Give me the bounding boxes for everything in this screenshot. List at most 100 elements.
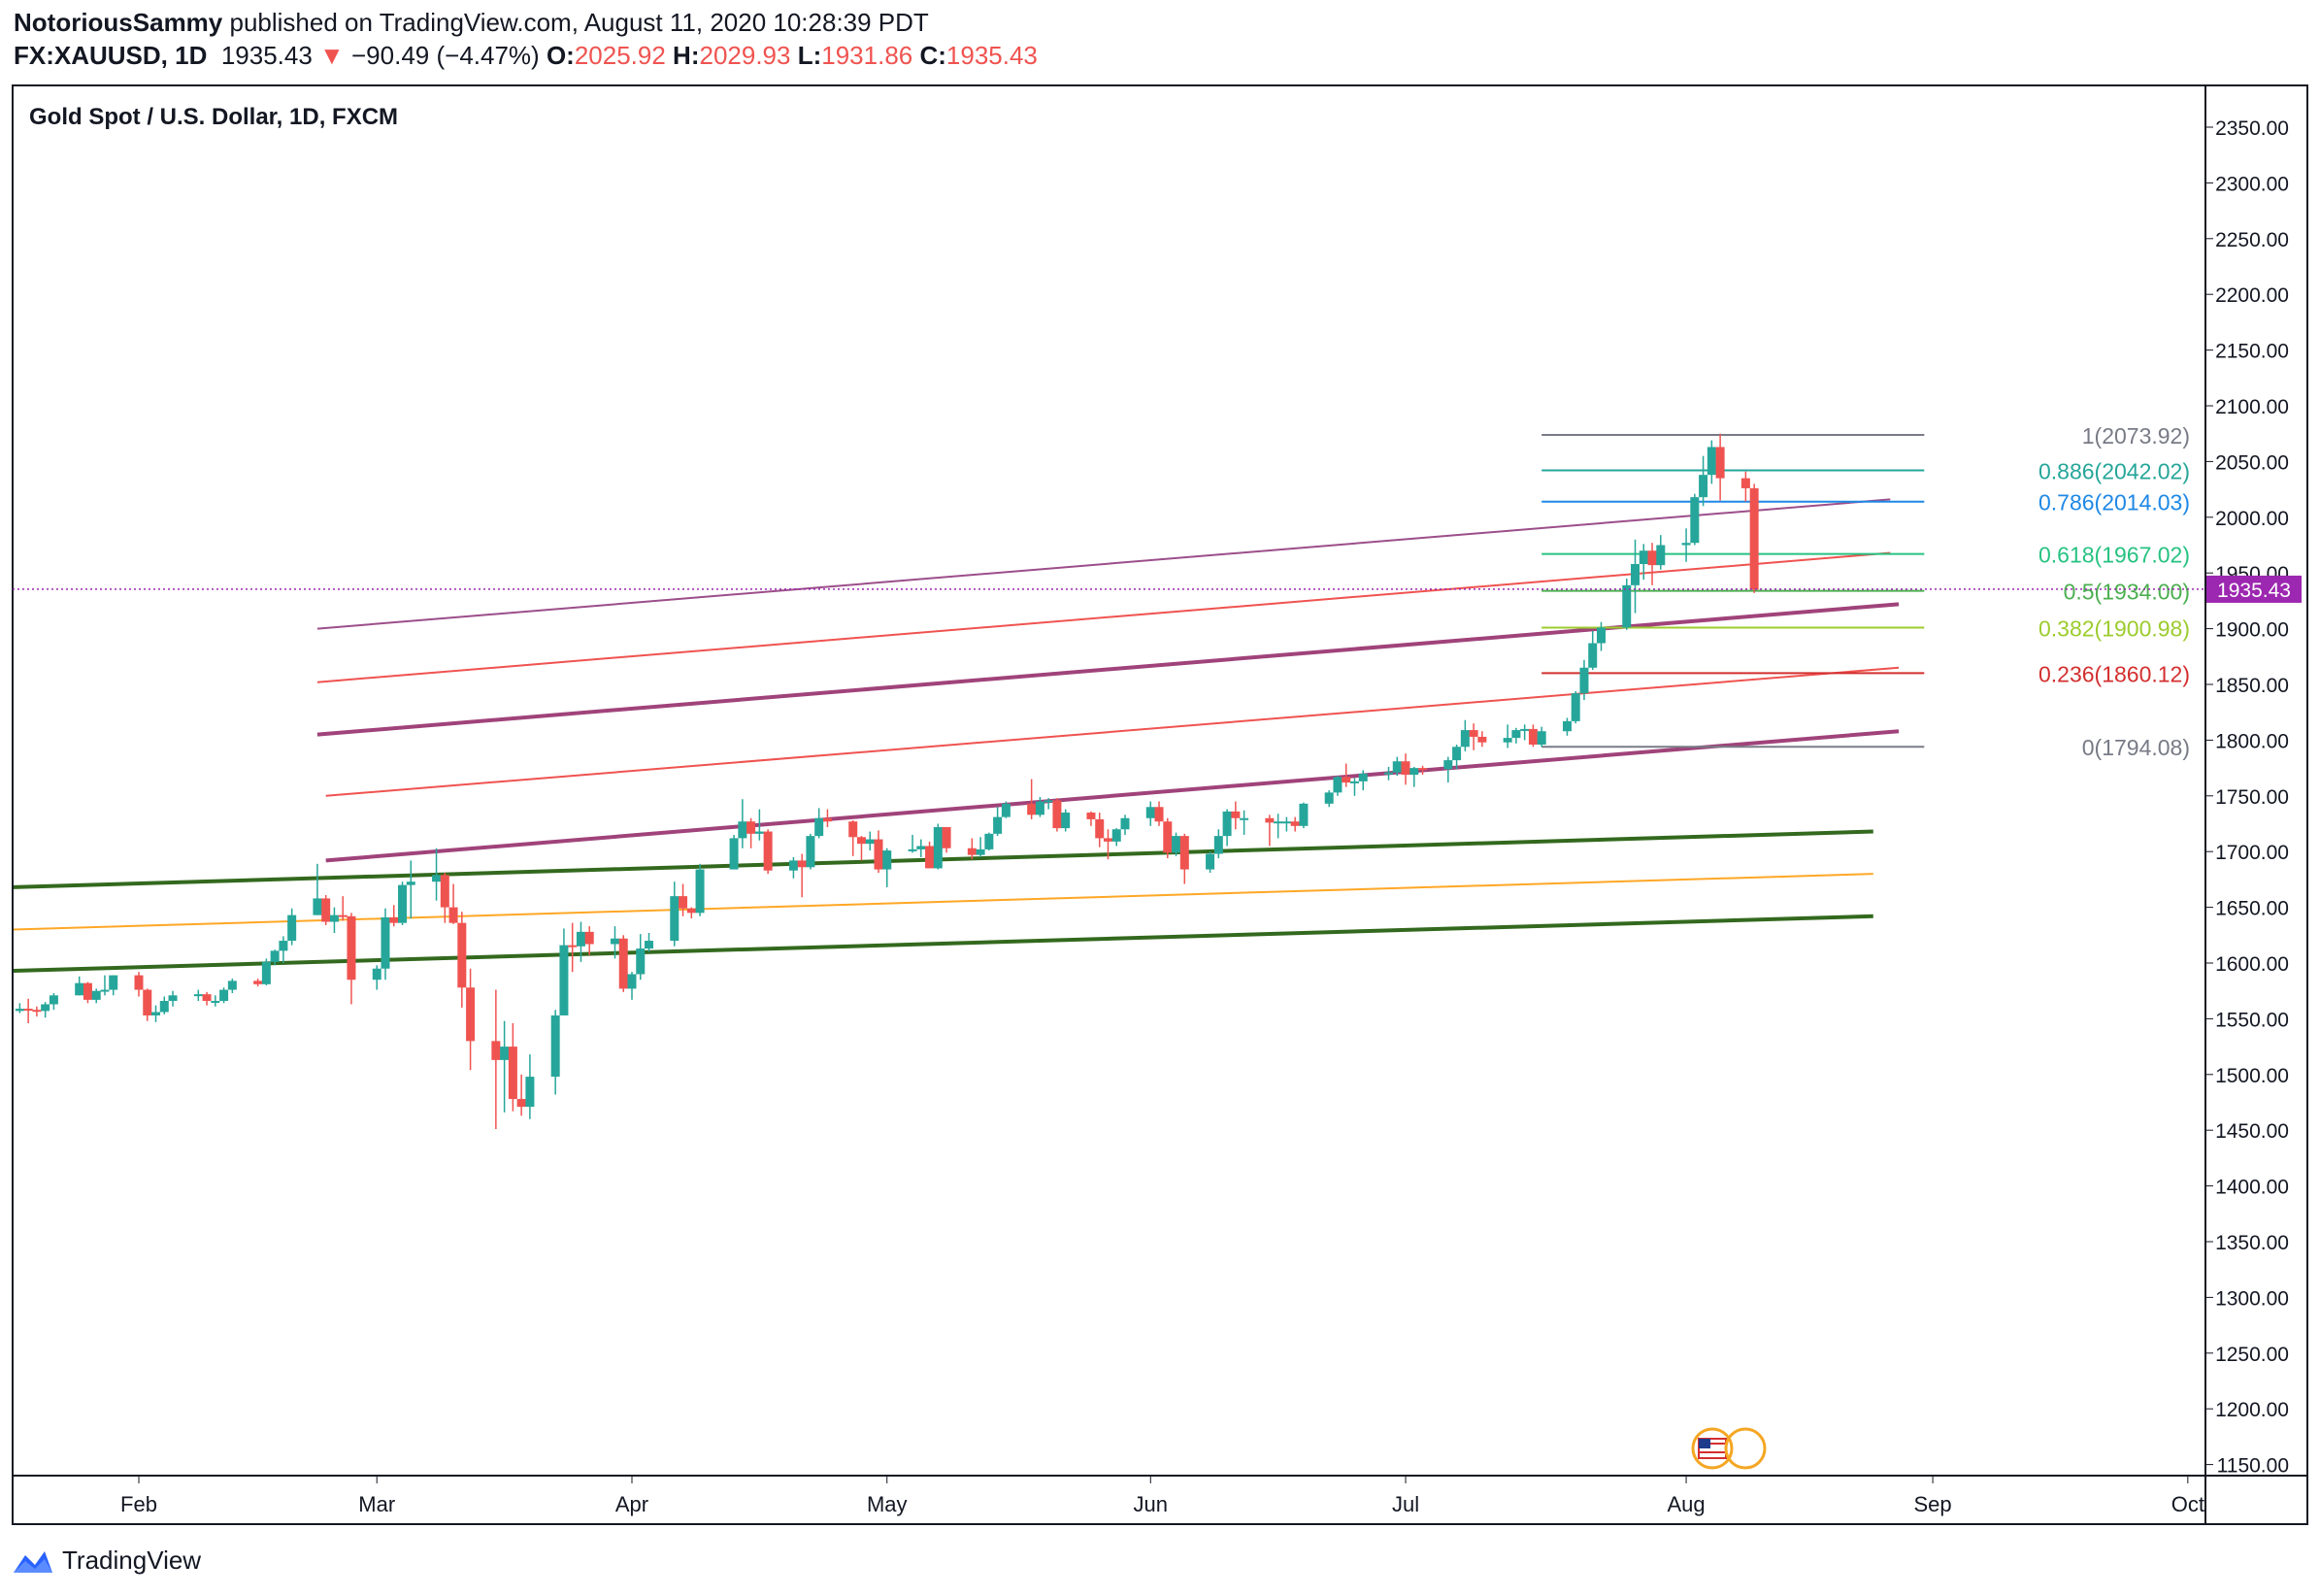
candle-body bbox=[457, 922, 467, 988]
candle-body bbox=[389, 916, 399, 923]
trend-line-1 bbox=[316, 498, 1891, 630]
candle-body bbox=[1179, 836, 1189, 870]
candle-body bbox=[1281, 821, 1291, 824]
time-tick-label: Sep bbox=[1913, 1492, 1951, 1516]
price-tick-label: 1150.00 bbox=[2217, 1455, 2289, 1478]
candle-body bbox=[1240, 817, 1249, 820]
candle-body bbox=[1384, 772, 1394, 775]
time-axis: Feb Mar Apr May Jun Jul Aug Sep Oct bbox=[120, 1476, 2204, 1516]
candle-body bbox=[1401, 761, 1410, 775]
candle-body bbox=[219, 989, 229, 1002]
candle-body bbox=[1443, 760, 1453, 770]
candle-body bbox=[967, 848, 977, 855]
candle-body bbox=[1342, 777, 1351, 783]
price-tick-label: 1500.00 bbox=[2215, 1065, 2289, 1087]
candle-body bbox=[1290, 821, 1300, 826]
close-label: C: bbox=[919, 41, 946, 70]
candle-body bbox=[1520, 728, 1530, 731]
candle-body bbox=[151, 1012, 161, 1015]
candle-body bbox=[23, 1009, 33, 1012]
candle-body bbox=[381, 916, 390, 969]
chart-frame bbox=[12, 84, 2308, 1525]
candle-body bbox=[193, 994, 203, 997]
candle-body bbox=[398, 884, 408, 923]
price-tick-label: 2150.00 bbox=[2215, 341, 2289, 363]
open-value: 2025.92 bbox=[574, 41, 666, 70]
price-tick-label: 2100.00 bbox=[2215, 396, 2289, 418]
candle-body bbox=[1579, 667, 1589, 694]
trend-line-4 bbox=[325, 666, 1900, 797]
candle-body bbox=[1503, 738, 1512, 743]
candle-body bbox=[550, 1014, 560, 1078]
time-tick-label: Jul bbox=[1392, 1492, 1419, 1516]
candle-body bbox=[559, 945, 569, 1015]
candle-body bbox=[1562, 720, 1572, 732]
candle-body bbox=[1349, 781, 1359, 783]
candle-body bbox=[1213, 836, 1223, 854]
candle-body bbox=[279, 941, 288, 951]
candle-body bbox=[686, 908, 696, 914]
price-tick-label: 1600.00 bbox=[2215, 953, 2289, 976]
time-tick-label: Jun bbox=[1134, 1492, 1168, 1516]
price-tick-label: 1300.00 bbox=[2215, 1287, 2289, 1310]
candle-body bbox=[500, 1047, 510, 1060]
candle-body bbox=[882, 850, 892, 870]
candle-body bbox=[1111, 829, 1121, 842]
author-name[interactable]: NotoriousSammy bbox=[14, 8, 223, 37]
candle-body bbox=[1095, 818, 1105, 839]
candle-body bbox=[516, 1099, 526, 1108]
price-tick-label: 1450.00 bbox=[2215, 1120, 2289, 1143]
candle-body bbox=[916, 846, 926, 849]
candle-body bbox=[679, 896, 688, 909]
candle-body bbox=[933, 826, 943, 869]
candle-body bbox=[610, 938, 619, 945]
candle-body bbox=[1631, 564, 1641, 585]
flag-icon[interactable] bbox=[1691, 1427, 1767, 1470]
candle-body bbox=[1231, 811, 1241, 818]
candle-body bbox=[984, 833, 994, 849]
fib-level-label: 0.618(1967.02) bbox=[2038, 543, 2190, 568]
time-tick-label: Aug bbox=[1667, 1492, 1705, 1516]
time-tick-label: May bbox=[867, 1492, 908, 1516]
candle-body bbox=[797, 860, 807, 868]
candle-body bbox=[1222, 811, 1232, 837]
price-tick-label: 2050.00 bbox=[2215, 451, 2289, 474]
high-label: H: bbox=[673, 41, 700, 70]
current-price-marker: 1935.43 bbox=[13, 575, 2302, 603]
candle-body bbox=[874, 839, 883, 870]
low-label: L: bbox=[797, 41, 822, 70]
candle-body bbox=[1324, 792, 1334, 804]
candle-body bbox=[1656, 545, 1666, 566]
trend-line-5 bbox=[325, 729, 1900, 863]
close-value: 1935.43 bbox=[945, 41, 1038, 70]
candle-body bbox=[83, 982, 92, 1000]
price-tick-label: 1350.00 bbox=[2215, 1232, 2289, 1254]
candle-body bbox=[1061, 813, 1071, 829]
candle-body bbox=[338, 914, 348, 917]
candle-body bbox=[1145, 807, 1155, 818]
published-text: published on TradingView.com, August 11,… bbox=[229, 8, 929, 37]
candle-body bbox=[91, 990, 101, 1000]
candle-body bbox=[1588, 643, 1598, 668]
candle-body bbox=[856, 837, 866, 845]
trend-line-8 bbox=[13, 914, 1873, 974]
candle-body bbox=[1154, 807, 1164, 822]
candle-body bbox=[1740, 478, 1750, 488]
price-tick-label: 1400.00 bbox=[2215, 1177, 2289, 1199]
fib-retracement: 1(2073.92) 0.886(2042.02) 0.786(2014.03) 0.… bbox=[1541, 423, 2190, 760]
candle-body bbox=[347, 915, 356, 981]
current-price-badge bbox=[2206, 575, 2302, 603]
candle-body bbox=[1206, 853, 1215, 870]
open-label: O: bbox=[546, 41, 575, 70]
fib-level-label: 0.886(2042.02) bbox=[2038, 459, 2190, 484]
candle-body bbox=[261, 961, 271, 984]
candle-body bbox=[670, 896, 679, 942]
current-price-label: 1935.43 bbox=[2217, 580, 2291, 602]
price-tick-label: 1650.00 bbox=[2215, 898, 2289, 920]
footer-brand[interactable]: TradingView bbox=[12, 1546, 201, 1576]
candle-body bbox=[1409, 768, 1419, 775]
chart-title: Gold Spot / U.S. Dollar, 1D, FXCM bbox=[29, 104, 398, 130]
candle-body bbox=[432, 875, 442, 882]
candle-body bbox=[253, 981, 263, 984]
